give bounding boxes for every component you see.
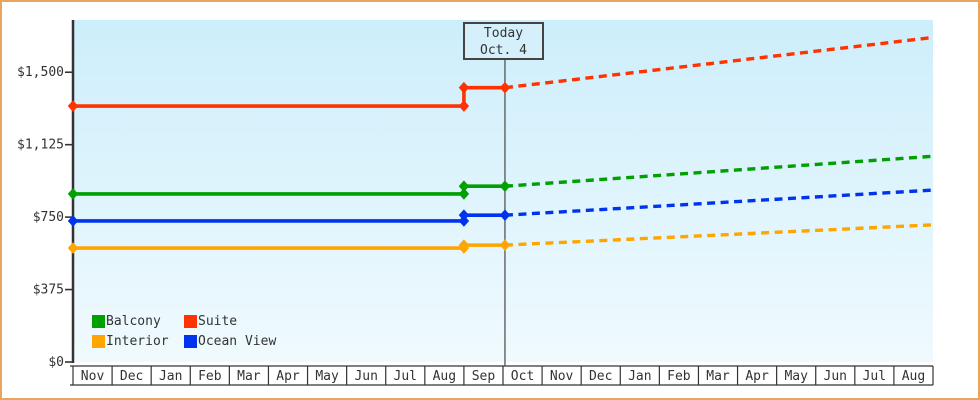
- legend-item-balcony: Balcony: [92, 312, 184, 330]
- today-annotation-box: Today Oct. 4: [463, 22, 544, 60]
- today-date: Oct. 4: [480, 43, 527, 58]
- marker-suite: [458, 81, 470, 94]
- month-label-13: Dec: [589, 369, 612, 384]
- series-forecast-balcony: [504, 154, 934, 188]
- month-label-4: Mar: [237, 369, 261, 384]
- marker-interior: [458, 239, 470, 251]
- marker-balcony: [458, 180, 470, 193]
- legend-label-suite: Suite: [198, 313, 238, 329]
- month-label-21: Aug: [902, 369, 925, 384]
- series-forecast-interior: [504, 223, 934, 247]
- legend-label-ocean-view: Ocean View: [198, 333, 277, 349]
- series-solid-suite: [73, 85, 505, 108]
- month-label-6: May: [315, 369, 339, 384]
- marker-suite: [499, 81, 511, 94]
- marker-ocean-view: [458, 209, 470, 221]
- legend-item-suite: Suite: [184, 312, 276, 330]
- month-label-7: Jun: [354, 369, 377, 384]
- legend-swatch-ocean-view: [184, 334, 197, 348]
- month-label-5: Apr: [276, 369, 300, 384]
- y-tick-label: $375: [33, 283, 64, 298]
- marker-suite: [458, 100, 470, 112]
- month-label-15: Feb: [667, 369, 691, 384]
- marker-ocean-view: [67, 215, 79, 227]
- month-label-12: Nov: [550, 369, 574, 384]
- y-tick-label: $1,500: [17, 65, 64, 80]
- marker-suite: [67, 100, 79, 112]
- legend-item-ocean-view: Ocean View: [184, 332, 276, 350]
- series-forecast-ocean-view: [504, 188, 934, 217]
- plot-area: [73, 20, 933, 362]
- marker-balcony: [499, 180, 511, 193]
- month-label-18: May: [784, 369, 808, 384]
- marker-ocean-view: [499, 209, 511, 221]
- marker-balcony: [67, 188, 79, 200]
- y-tick-label: $750: [33, 210, 64, 225]
- month-label-19: Jun: [824, 369, 847, 384]
- month-label-3: Feb: [198, 369, 222, 384]
- legend-item-interior: Interior: [92, 332, 184, 350]
- today-label: Today: [483, 26, 524, 41]
- month-label-17: Apr: [745, 369, 769, 384]
- y-tick-label: $0: [48, 355, 64, 370]
- month-label-20: Jul: [863, 369, 886, 384]
- legend: Balcony Suite Interior Ocean View: [92, 312, 276, 350]
- month-label-14: Jan: [628, 369, 651, 384]
- month-label-11: Oct: [511, 369, 534, 384]
- legend-swatch-balcony: [92, 314, 105, 328]
- marker-interior: [499, 239, 511, 251]
- month-label-2: Jan: [159, 369, 182, 384]
- legend-swatch-suite: [184, 314, 197, 328]
- series-forecast-suite: [504, 35, 934, 90]
- month-label-8: Jul: [394, 369, 417, 384]
- marker-balcony: [458, 188, 470, 200]
- legend-label-balcony: Balcony: [106, 313, 161, 329]
- y-tick-label: $1,125: [17, 138, 64, 153]
- month-label-9: Aug: [433, 369, 456, 384]
- legend-swatch-interior: [92, 334, 105, 348]
- month-label-16: Mar: [706, 369, 730, 384]
- legend-label-interior: Interior: [106, 333, 169, 349]
- month-label-1: Dec: [120, 369, 143, 384]
- month-label-10: Sep: [472, 369, 496, 384]
- marker-interior: [67, 242, 79, 254]
- month-label-0: Nov: [81, 369, 105, 384]
